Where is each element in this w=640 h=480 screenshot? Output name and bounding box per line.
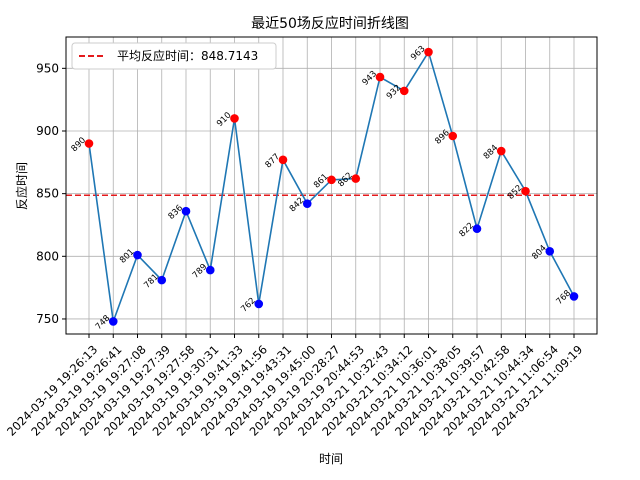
y-tick-label: 900 [36, 124, 59, 138]
y-axis-label: 反应时间 [14, 162, 29, 210]
y-tick-label: 750 [36, 312, 59, 326]
y-tick-label: 800 [36, 249, 59, 263]
y-tick-label: 850 [36, 187, 59, 201]
legend-average-label: 平均反应时间：848.7143 [117, 48, 258, 63]
y-tick-label: 950 [36, 61, 59, 75]
legend: 平均反应时间：848.7143 [72, 43, 276, 69]
chart-title: 最近50场反应时间折线图 [251, 15, 409, 32]
x-axis-label: 时间 [319, 452, 343, 466]
